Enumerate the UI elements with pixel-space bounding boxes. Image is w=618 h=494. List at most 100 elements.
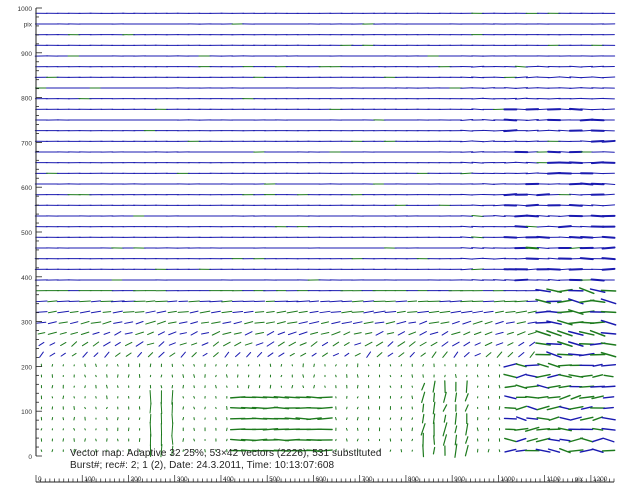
vector-arrow — [471, 204, 484, 207]
vector-arrow — [300, 352, 307, 357]
vector-arrow — [507, 352, 514, 358]
vector-arrow — [286, 310, 298, 314]
vector-arrow — [73, 428, 76, 431]
vector-arrow — [558, 385, 572, 389]
vector-arrow — [579, 395, 595, 399]
vector-arrow — [525, 385, 540, 389]
vector-arrow — [287, 321, 298, 324]
vector-arrow — [156, 320, 166, 325]
vector-arrow — [193, 406, 195, 410]
vector-arrow — [547, 362, 561, 368]
vector-arrow — [331, 321, 341, 325]
vector-arrow — [168, 331, 177, 336]
vector-arrow — [547, 268, 561, 271]
vector-arrow — [460, 193, 474, 196]
y-axis-unit: pix — [24, 22, 33, 29]
vector-arrow — [421, 391, 426, 404]
vector-arrow — [384, 310, 397, 314]
vector-arrow — [503, 161, 517, 164]
x-tick-label: 0 — [38, 476, 42, 483]
vector-arrow — [420, 423, 426, 436]
vector-arrow — [482, 300, 495, 303]
vector-arrow — [354, 342, 362, 346]
vector-arrow — [495, 320, 504, 325]
vector-arrow — [58, 321, 68, 324]
vector-arrow — [452, 341, 460, 347]
vector-arrow — [71, 341, 78, 347]
vector-arrow — [518, 352, 525, 358]
vector-arrow — [493, 215, 506, 217]
vector-arrow — [343, 331, 351, 336]
vector-arrow — [191, 352, 197, 358]
vector-arrow — [602, 204, 616, 207]
vector-arrow — [266, 341, 275, 347]
vector-arrow — [160, 374, 163, 378]
vector-arrow — [320, 321, 330, 324]
vector-arrow — [578, 287, 595, 295]
vector-arrow — [363, 321, 374, 325]
vector-arrow — [535, 342, 551, 346]
vector-arrow — [160, 444, 163, 458]
vector-arrow — [525, 76, 539, 79]
vector-arrow — [525, 161, 539, 164]
vector-arrow — [547, 438, 561, 442]
vector-arrow — [411, 438, 414, 442]
vector-arrow — [547, 97, 561, 100]
vector-arrow — [149, 413, 152, 424]
vector-arrow — [485, 352, 492, 358]
vector-arrow — [547, 384, 561, 389]
vector-arrow — [471, 247, 485, 249]
vector-arrow — [222, 321, 232, 324]
vector-arrow — [547, 150, 561, 154]
vector-arrow — [503, 193, 518, 197]
vector-arrow — [471, 236, 485, 239]
vector-arrow — [308, 321, 320, 325]
vector-arrow — [389, 374, 392, 378]
vector-arrow — [536, 384, 550, 389]
vector-arrow — [433, 435, 436, 445]
vector-arrow — [356, 374, 359, 378]
vector-arrow — [536, 235, 551, 239]
vector-arrow — [460, 140, 474, 143]
vector-arrow — [84, 406, 86, 410]
vector-arrow — [385, 300, 396, 303]
vector-arrow — [134, 311, 145, 313]
x-tick-label: 1100 — [547, 476, 561, 483]
vector-arrow — [547, 279, 561, 281]
vector-arrow — [400, 449, 403, 453]
vector-arrow — [602, 151, 615, 153]
y-tick-label: 200 — [21, 364, 32, 371]
vector-arrow — [317, 449, 333, 452]
vector-arrow — [514, 300, 529, 303]
vector-arrow — [471, 215, 484, 217]
vector-arrow — [138, 385, 141, 389]
vector-arrow — [558, 236, 572, 239]
vector-arrow — [201, 342, 209, 346]
vector-arrow — [278, 352, 285, 357]
vector-arrow — [471, 161, 484, 164]
vector-arrow — [385, 321, 396, 325]
vector-arrow — [73, 416, 75, 421]
vector-arrow — [525, 87, 539, 89]
vector-arrow — [51, 449, 54, 453]
vector-arrow — [580, 108, 594, 111]
y-tick-label: 800 — [21, 96, 32, 103]
vector-arrow — [450, 310, 462, 314]
vector-arrow — [254, 311, 265, 313]
vector-arrow — [167, 321, 177, 324]
vector-arrow — [59, 331, 67, 335]
vector-arrow — [504, 279, 517, 281]
vector-arrow — [557, 353, 573, 356]
vector-arrow — [182, 438, 184, 442]
vector-arrow — [213, 352, 219, 358]
vector-arrow — [234, 341, 242, 347]
vector-arrow — [243, 310, 254, 314]
vector-arrow — [92, 331, 100, 335]
vector-arrow — [138, 395, 141, 399]
vector-arrow — [557, 330, 573, 337]
vector-arrow — [408, 321, 417, 324]
vector-arrow — [341, 310, 353, 314]
vector-arrow — [529, 351, 535, 358]
vector-arrow — [419, 320, 428, 325]
vector-arrow — [199, 310, 211, 314]
